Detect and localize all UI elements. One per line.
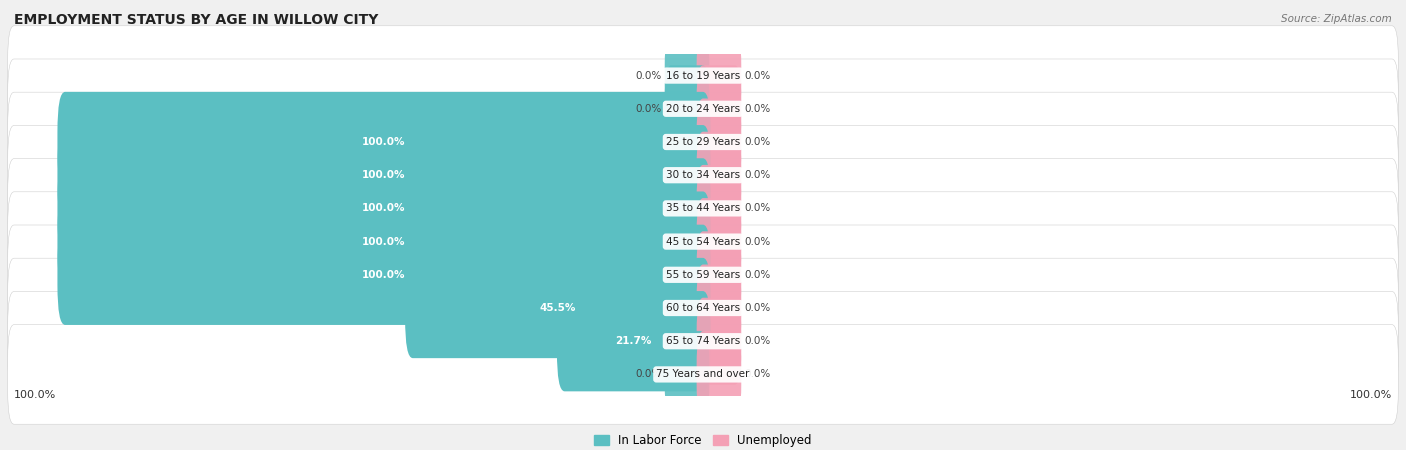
FancyBboxPatch shape [696,298,741,385]
Text: 45 to 54 Years: 45 to 54 Years [666,237,740,247]
Text: 0.0%: 0.0% [636,369,662,379]
FancyBboxPatch shape [557,291,710,392]
FancyBboxPatch shape [696,165,741,252]
Text: 100.0%: 100.0% [363,270,406,280]
Text: 0.0%: 0.0% [744,203,770,213]
Text: 0.0%: 0.0% [744,237,770,247]
Text: 0.0%: 0.0% [744,270,770,280]
FancyBboxPatch shape [7,59,1399,158]
Text: 55 to 59 Years: 55 to 59 Years [666,270,740,280]
Text: 100.0%: 100.0% [363,203,406,213]
Text: 0.0%: 0.0% [744,369,770,379]
Text: 0.0%: 0.0% [636,71,662,81]
FancyBboxPatch shape [58,92,710,192]
FancyBboxPatch shape [7,258,1399,358]
Text: 35 to 44 Years: 35 to 44 Years [666,203,740,213]
Text: 100.0%: 100.0% [363,137,406,147]
FancyBboxPatch shape [405,258,710,358]
Text: 100.0%: 100.0% [363,170,406,180]
Text: 0.0%: 0.0% [744,137,770,147]
Text: 0.0%: 0.0% [744,71,770,81]
FancyBboxPatch shape [696,331,741,418]
FancyBboxPatch shape [696,132,741,219]
Text: 65 to 74 Years: 65 to 74 Years [666,336,740,346]
FancyBboxPatch shape [7,92,1399,192]
Text: 30 to 34 Years: 30 to 34 Years [666,170,740,180]
Text: 0.0%: 0.0% [744,303,770,313]
Text: 45.5%: 45.5% [540,303,576,313]
Text: 0.0%: 0.0% [744,170,770,180]
FancyBboxPatch shape [58,191,710,292]
Text: 75 Years and over: 75 Years and over [657,369,749,379]
Text: 0.0%: 0.0% [744,104,770,114]
FancyBboxPatch shape [696,265,741,351]
FancyBboxPatch shape [665,32,710,119]
FancyBboxPatch shape [7,292,1399,391]
Text: 16 to 19 Years: 16 to 19 Years [666,71,740,81]
FancyBboxPatch shape [665,65,710,152]
FancyBboxPatch shape [58,158,710,259]
FancyBboxPatch shape [665,331,710,418]
Legend: In Labor Force, Unemployed: In Labor Force, Unemployed [589,429,817,450]
Text: 100.0%: 100.0% [14,390,56,400]
FancyBboxPatch shape [7,324,1399,424]
Text: 100.0%: 100.0% [1350,390,1392,400]
FancyBboxPatch shape [696,231,741,318]
FancyBboxPatch shape [7,126,1399,225]
Text: 0.0%: 0.0% [744,336,770,346]
FancyBboxPatch shape [58,225,710,325]
Text: Source: ZipAtlas.com: Source: ZipAtlas.com [1281,14,1392,23]
Text: 21.7%: 21.7% [616,336,652,346]
Text: 25 to 29 Years: 25 to 29 Years [666,137,740,147]
FancyBboxPatch shape [696,99,741,185]
FancyBboxPatch shape [696,32,741,119]
FancyBboxPatch shape [696,198,741,285]
FancyBboxPatch shape [7,192,1399,292]
Text: 20 to 24 Years: 20 to 24 Years [666,104,740,114]
Text: 0.0%: 0.0% [636,104,662,114]
FancyBboxPatch shape [58,125,710,225]
FancyBboxPatch shape [7,158,1399,258]
Text: EMPLOYMENT STATUS BY AGE IN WILLOW CITY: EMPLOYMENT STATUS BY AGE IN WILLOW CITY [14,14,378,27]
FancyBboxPatch shape [696,65,741,152]
FancyBboxPatch shape [7,26,1399,126]
Text: 60 to 64 Years: 60 to 64 Years [666,303,740,313]
FancyBboxPatch shape [7,225,1399,324]
Text: 100.0%: 100.0% [363,237,406,247]
